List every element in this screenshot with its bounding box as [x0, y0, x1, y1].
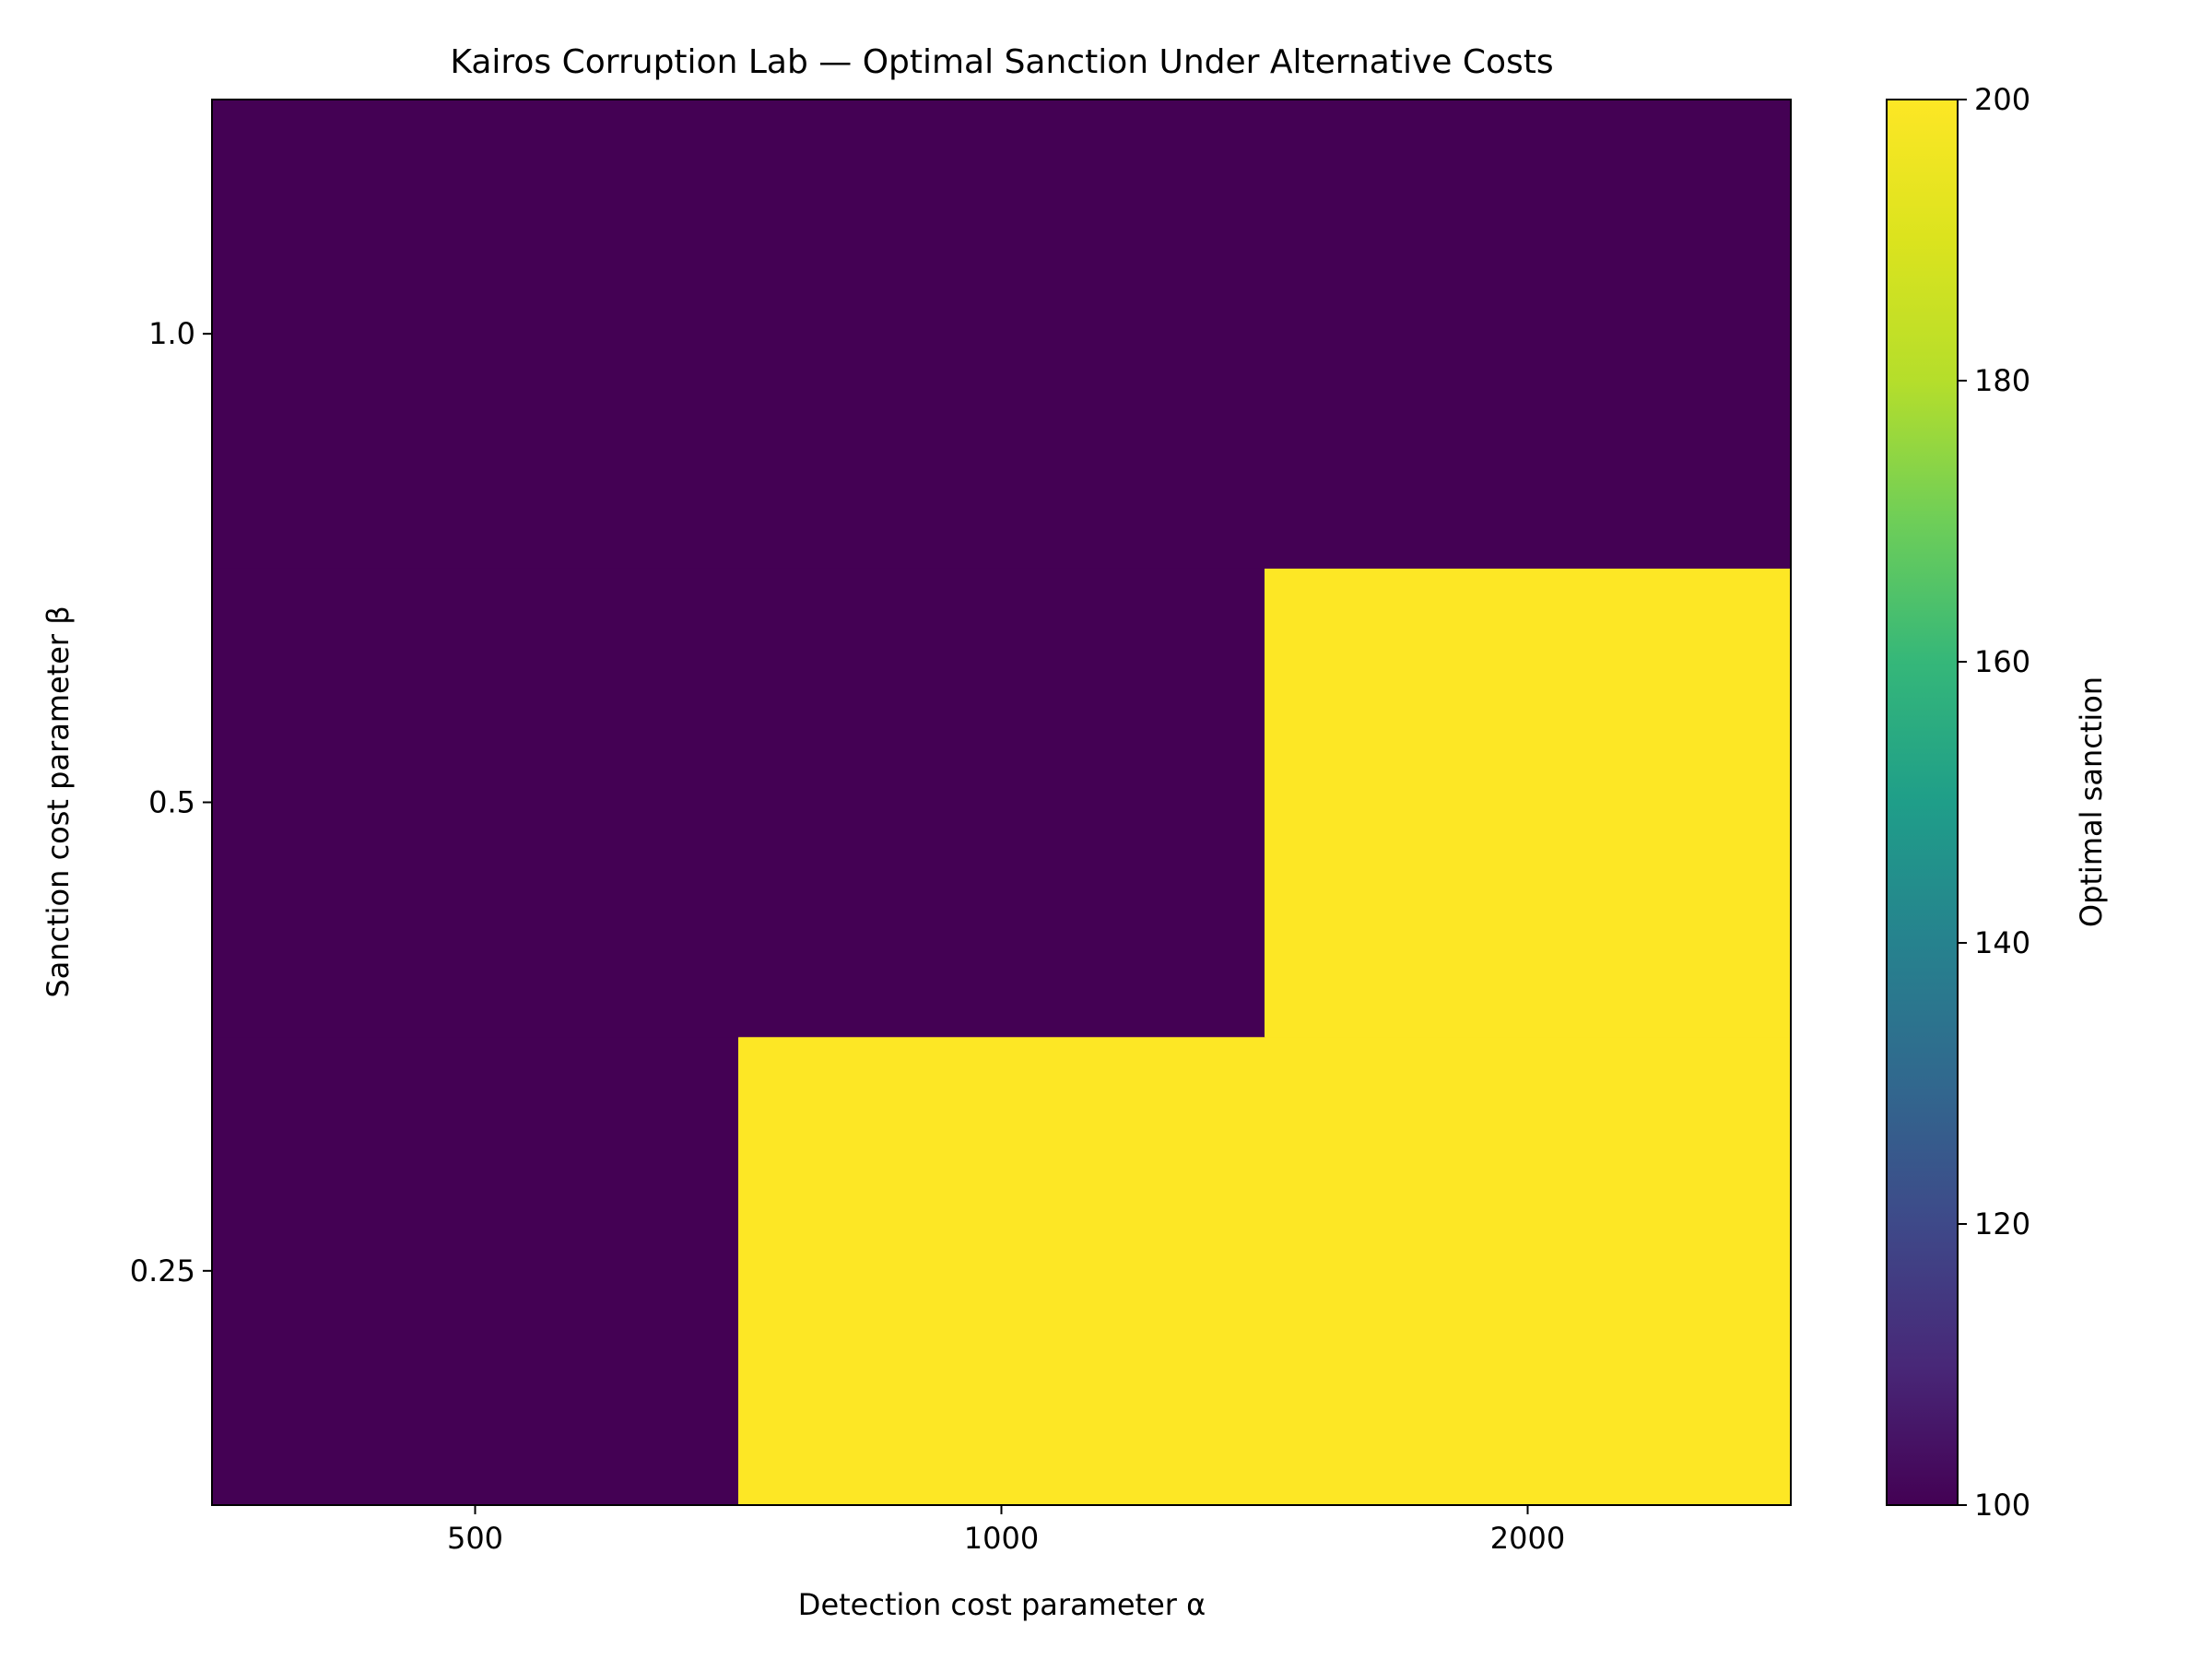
colorbar-tick-label: 120 — [1974, 1206, 2030, 1241]
colorbar-tick-label: 160 — [1974, 644, 2030, 679]
heatmap-cell — [212, 1036, 739, 1506]
colorbar-ticks: 100 120 140 160 180 200 — [1958, 82, 2030, 1523]
heatmap-cell — [212, 100, 739, 569]
x-axis-label: Detection cost parameter α — [798, 1587, 1206, 1622]
heatmap-cells — [212, 100, 1792, 1506]
colorbar — [1886, 99, 1959, 1506]
colorbar-tick-label: 180 — [1974, 363, 2030, 398]
heatmap-cell — [738, 568, 1265, 1038]
y-axis-label: Sanction cost parameter β — [41, 606, 76, 997]
colorbar-label: Optimal sanction — [2074, 677, 2109, 927]
colorbar-tick-label: 200 — [1974, 82, 2030, 117]
heatmap-cell — [212, 568, 739, 1038]
x-tick-label: 1000 — [964, 1521, 1039, 1556]
heatmap-cell — [1265, 1036, 1792, 1506]
chart-title: Kairos Corruption Lab — Optimal Sanction… — [450, 43, 1553, 81]
x-tick-label: 500 — [447, 1521, 503, 1556]
x-tick-label: 2000 — [1490, 1521, 1565, 1556]
y-tick-label: 0.25 — [130, 1253, 195, 1288]
x-axis-ticks: 500 1000 2000 — [447, 1505, 1565, 1556]
heatmap-cell — [1265, 568, 1792, 1038]
colorbar-tick-label: 100 — [1974, 1488, 2030, 1523]
y-tick-label: 0.5 — [148, 785, 195, 820]
y-axis-ticks: 0.25 0.5 1.0 — [130, 316, 212, 1288]
heatmap-cell — [738, 100, 1265, 569]
colorbar-tick-label: 140 — [1974, 925, 2030, 960]
y-tick-label: 1.0 — [148, 316, 195, 351]
heatmap-cell — [1265, 100, 1792, 569]
heatmap-cell — [738, 1036, 1265, 1506]
